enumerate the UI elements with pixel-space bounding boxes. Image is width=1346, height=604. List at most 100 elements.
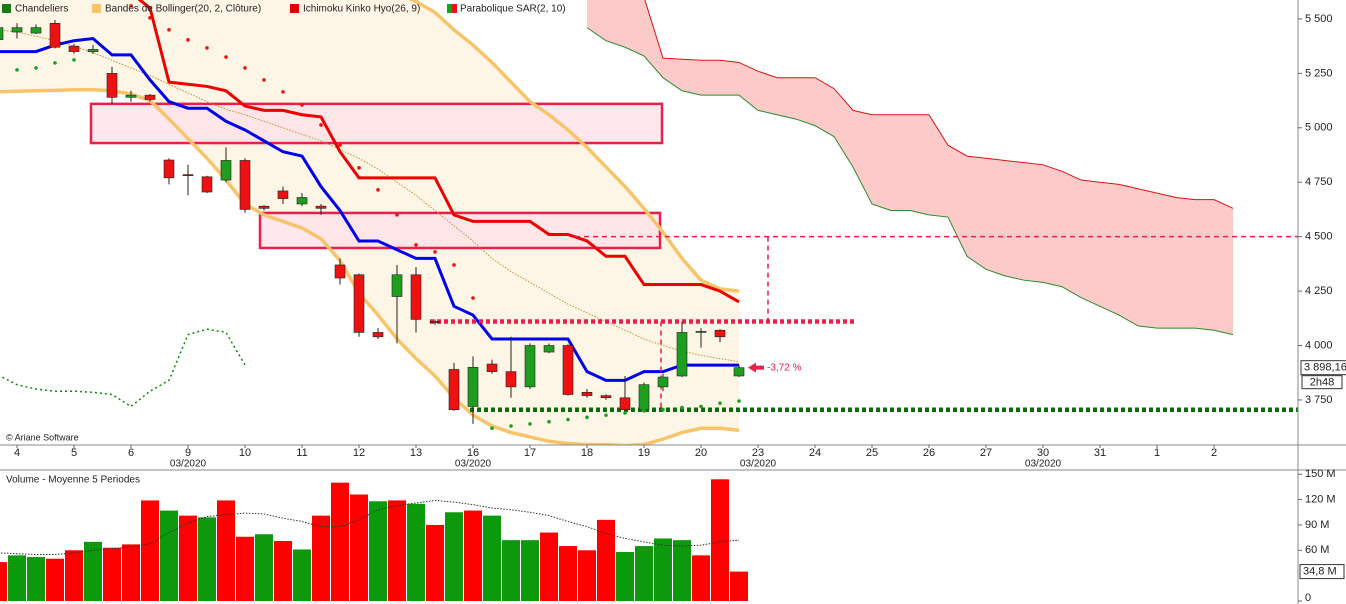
sar-dot [547,419,551,424]
tenkan [0,36,739,382]
y-tick-label: 4 750 [1305,176,1333,188]
volume-bar [27,557,45,601]
legend-swatch [452,4,457,13]
volume-bar [236,536,254,601]
sar-dot [699,404,703,409]
ichimoku-cloud [587,0,1233,335]
kijun [137,0,740,304]
sar-dot [205,46,209,50]
candle-body [11,27,23,33]
sar-dot [414,243,418,247]
volume-bar [141,500,159,601]
candle-body [182,174,194,176]
volume-bar [673,540,691,601]
candle-body [30,27,42,34]
sar-dot [680,405,684,410]
candle-body [524,345,536,388]
volume-average [0,499,740,556]
volume-bar [160,510,178,601]
candle-body [429,321,441,323]
legend-label: Bandes de Bollinger(20, 2, Clôture) [105,4,261,15]
credit: © Ariane Software [6,432,79,442]
candle-body [505,371,517,388]
change-label: -3,72 % [767,362,802,373]
volume-bar [388,500,406,601]
x-tick-label: 12 [353,447,365,459]
candle-body [372,332,384,338]
volume-bar [198,517,216,601]
candle-body [125,94,137,98]
volume-bar [483,515,501,601]
candle-body [353,274,365,333]
volume-bar [179,515,197,601]
legend-swatch [2,4,11,13]
sar-dot [718,401,722,405]
sar-dot [243,66,247,70]
candle-body [144,94,156,100]
sar-dot [338,143,342,147]
candle-body [581,392,593,396]
sar-dot [224,55,228,59]
volume-bar [65,550,83,601]
chikou [0,328,246,408]
candle-body [239,160,251,210]
y-tick-label: 0 [1305,592,1311,604]
x-tick-label: 5 [71,447,77,459]
last-price-box [1300,360,1346,376]
x-tick-label: 18 [581,447,593,459]
sar-dot [585,415,589,420]
y-tick-label: 120 M [1305,493,1336,505]
volume-bar [578,550,596,601]
x-tick-label: 9 [185,447,191,459]
volume-bar [369,501,387,601]
legend-swatch [447,4,452,13]
sar-dot [53,61,57,65]
x-tick-label: 13 [410,447,422,459]
bollinger-upper [408,0,740,293]
sar-dot [357,166,361,170]
legend-label: Ichimoku Kinko Hyo(26, 9) [303,4,420,15]
volume-bar [103,547,121,601]
sar-dot [661,407,665,412]
x-tick-label: 11 [296,447,307,459]
candle-body [296,197,308,205]
candle-body [543,345,555,353]
volume-bar [464,510,482,601]
y-tick-label: 5 250 [1305,67,1333,79]
countdown: 2h48 [1310,377,1334,389]
candle-body [201,176,213,193]
x-tick-label: 6 [128,447,134,459]
volume-bar [0,562,7,601]
sar-dot [167,28,171,32]
y-tick-label: 4 500 [1305,231,1333,243]
sar-dot [300,103,304,107]
x-period-label: 03/2020 [455,459,492,470]
x-tick-label: 30 [1037,447,1049,459]
sar-dot [319,123,323,127]
candle-body [315,205,327,209]
countdown-box [1301,375,1343,390]
volume-bar [293,549,311,601]
volume-bar [521,540,539,601]
span-a [644,0,1234,209]
sar-dot [604,413,608,417]
legend-item: Bandes de Bollinger(20, 2, Clôture) [92,4,261,15]
sar-dot [528,422,532,426]
candle-body [258,205,270,209]
sar-dot [737,399,741,403]
candle-body [486,363,498,372]
candle-body [163,159,175,179]
sar-dot [490,426,494,431]
sar-dot [471,296,475,300]
volume-bar [654,538,672,601]
volume-bar [445,512,463,601]
legend-label: Chandeliers [15,4,68,15]
volume-bar [46,558,64,601]
sar-dot [148,16,152,20]
y-tick-label: 4 000 [1305,339,1333,351]
volume-bar [559,546,577,601]
volume-bar [122,544,140,601]
y-tick-label: 60 M [1305,544,1329,556]
volume-bar [350,494,368,601]
